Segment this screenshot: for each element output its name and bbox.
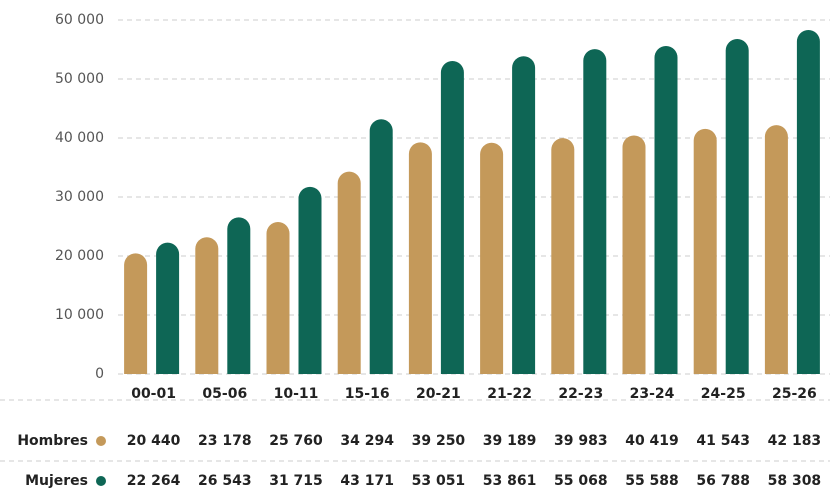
legend-label: Hombres <box>17 433 88 449</box>
bar <box>370 119 393 374</box>
bar <box>267 222 290 374</box>
x-tick-label: 24-25 <box>701 386 746 402</box>
table-value: 31 715 <box>269 473 323 489</box>
table-value: 42 183 <box>768 433 822 449</box>
table-value: 39 983 <box>554 433 608 449</box>
y-tick-label: 60 000 <box>55 12 104 28</box>
chart: 0 10 000 20 000 30 000 40 000 50 000 60 000 Hom… <box>0 0 831 493</box>
table-value: 58 308 <box>768 473 822 489</box>
x-tick-label: 00-01 <box>131 386 176 402</box>
table-value: 53 861 <box>483 473 537 489</box>
bar <box>195 237 218 374</box>
x-tick-label: 15-16 <box>345 386 390 402</box>
table-value: 55 068 <box>554 473 608 489</box>
bar <box>512 56 535 374</box>
table-value: 43 171 <box>340 473 394 489</box>
table-value: 26 543 <box>198 473 252 489</box>
legend-marker <box>96 476 106 486</box>
bar <box>623 136 646 374</box>
legend-label: Mujeres <box>25 473 88 489</box>
table-value: 20 440 <box>127 433 181 449</box>
table-value: 22 264 <box>127 473 181 489</box>
y-tick-label: 10 000 <box>55 307 104 323</box>
x-tick-label: 05-06 <box>202 386 247 402</box>
bar <box>409 142 432 374</box>
bar <box>726 39 749 374</box>
bar <box>583 49 606 374</box>
y-tick-label: 20 000 <box>55 248 104 264</box>
y-tick-label: 40 000 <box>55 130 104 146</box>
table-value: 34 294 <box>340 433 394 449</box>
bar <box>797 30 820 374</box>
bar <box>694 129 717 374</box>
table-value: 39 189 <box>483 433 537 449</box>
table-value: 23 178 <box>198 433 252 449</box>
table-value: 40 419 <box>625 433 679 449</box>
x-tick-label: 20-21 <box>416 386 461 402</box>
table-value: 39 250 <box>412 433 466 449</box>
table-value: 41 543 <box>696 433 750 449</box>
bar <box>156 243 179 374</box>
bar <box>765 125 788 374</box>
legend-marker <box>96 436 106 446</box>
bar <box>551 138 574 374</box>
y-tick-label: 50 000 <box>55 71 104 87</box>
table-value: 25 760 <box>269 433 323 449</box>
y-tick-label: 30 000 <box>55 189 104 205</box>
bar <box>441 61 464 374</box>
bar <box>124 253 147 374</box>
x-tick-label: 21-22 <box>487 386 532 402</box>
bar <box>338 172 361 374</box>
y-tick-label: 0 <box>95 366 104 382</box>
bar <box>655 46 678 374</box>
x-tick-label: 23-24 <box>630 386 675 402</box>
bar <box>480 143 503 374</box>
table-value: 56 788 <box>696 473 750 489</box>
bar <box>227 217 250 374</box>
table-value: 53 051 <box>412 473 466 489</box>
x-tick-label: 10-11 <box>274 386 319 402</box>
bar <box>299 187 322 374</box>
table-value: 55 588 <box>625 473 679 489</box>
x-tick-label: 25-26 <box>772 386 817 402</box>
x-tick-label: 22-23 <box>558 386 603 402</box>
